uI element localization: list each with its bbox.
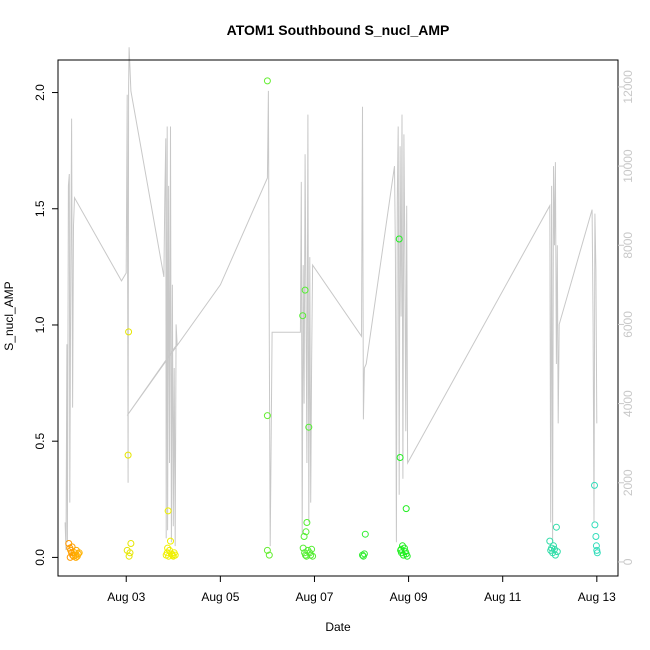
data-point <box>263 546 271 554</box>
data-point <box>164 507 172 515</box>
data-point <box>124 451 132 459</box>
data-point <box>265 551 273 559</box>
data-point <box>592 542 600 550</box>
y-tick-label: 0.5 <box>33 433 47 450</box>
data-point <box>402 505 410 513</box>
data-point <box>125 552 133 560</box>
y2-tick-label: 12000 <box>621 70 635 104</box>
x-tick-label: Aug 03 <box>107 590 145 604</box>
secondary-series <box>64 47 598 551</box>
data-point <box>403 552 411 560</box>
data-point <box>74 550 82 558</box>
data-point <box>361 530 369 538</box>
y-axis-label: S_nucl_AMP <box>2 281 16 350</box>
data-point <box>305 423 313 431</box>
x-axis-label: Date <box>325 620 351 634</box>
chart-title: ATOM1 Southbound S_nucl_AMP <box>227 22 450 38</box>
data-point <box>591 481 598 489</box>
y2-tick-label: 8000 <box>621 232 635 259</box>
axes: 0.0 0.5 1.0 1.5 2.0 0 2000 4000 6000 8000 10000 120… <box>33 59 635 604</box>
data-point <box>309 552 317 560</box>
y2-tick-label: 6000 <box>621 311 635 338</box>
data-point <box>301 286 309 294</box>
data-point <box>72 553 80 561</box>
data-point <box>126 549 134 557</box>
data-point <box>308 545 316 553</box>
data-point <box>592 533 600 540</box>
data-point <box>303 519 311 526</box>
data-point <box>125 328 133 336</box>
data-point <box>127 540 135 547</box>
data-point <box>299 312 307 320</box>
data-point <box>171 551 179 559</box>
plot-frame <box>57 59 619 577</box>
x-tick-label: Aug 09 <box>390 590 428 604</box>
y-tick-label: 0.0 <box>33 549 47 566</box>
data-point <box>593 549 601 557</box>
y-tick-label: 2.0 <box>33 84 47 101</box>
data-point <box>75 549 83 557</box>
y2-tick-label: 0 <box>621 558 635 565</box>
data-point <box>164 544 172 552</box>
data-point <box>300 533 308 540</box>
data-point <box>551 551 559 559</box>
scatter-points <box>65 77 601 561</box>
data-point <box>359 551 366 559</box>
secondary-series-line <box>64 47 598 551</box>
y2-tick-label: 10000 <box>621 149 635 183</box>
data-point <box>302 528 310 536</box>
data-point <box>396 454 404 461</box>
data-point <box>550 542 557 550</box>
x-tick-label: Aug 07 <box>295 590 333 604</box>
y-tick-label: 1.0 <box>33 316 47 333</box>
y-tick-label: 1.5 <box>33 200 47 217</box>
x-tick-label: Aug 11 <box>484 590 521 604</box>
data-point <box>552 523 560 531</box>
data-point <box>167 537 174 545</box>
data-point <box>263 412 271 420</box>
y2-tick-label: 2000 <box>621 469 635 496</box>
data-point <box>553 548 561 556</box>
data-point <box>397 545 405 553</box>
data-point <box>168 551 176 559</box>
data-point <box>546 537 554 545</box>
data-point <box>399 542 406 550</box>
data-point <box>395 235 403 243</box>
data-point <box>591 521 599 529</box>
y2-tick-label: 4000 <box>621 390 635 417</box>
data-point <box>360 550 368 558</box>
data-point <box>263 77 271 85</box>
x-tick-label: Aug 05 <box>201 590 239 604</box>
data-point <box>68 543 76 551</box>
x-tick-label: Aug 13 <box>578 590 616 604</box>
